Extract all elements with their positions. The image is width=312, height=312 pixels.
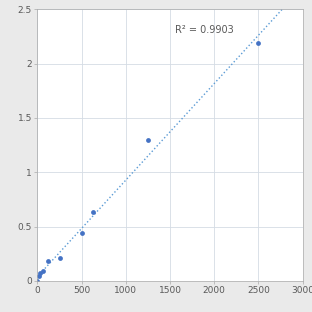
Point — [46, 259, 51, 264]
Point — [90, 210, 95, 215]
Point — [79, 231, 84, 236]
Point — [38, 271, 43, 276]
Point — [35, 278, 40, 283]
Text: R² = 0.9903: R² = 0.9903 — [175, 25, 234, 35]
Point — [256, 41, 261, 46]
Point — [36, 274, 41, 279]
Point — [145, 137, 150, 142]
Point — [41, 269, 46, 274]
Point — [57, 256, 62, 261]
